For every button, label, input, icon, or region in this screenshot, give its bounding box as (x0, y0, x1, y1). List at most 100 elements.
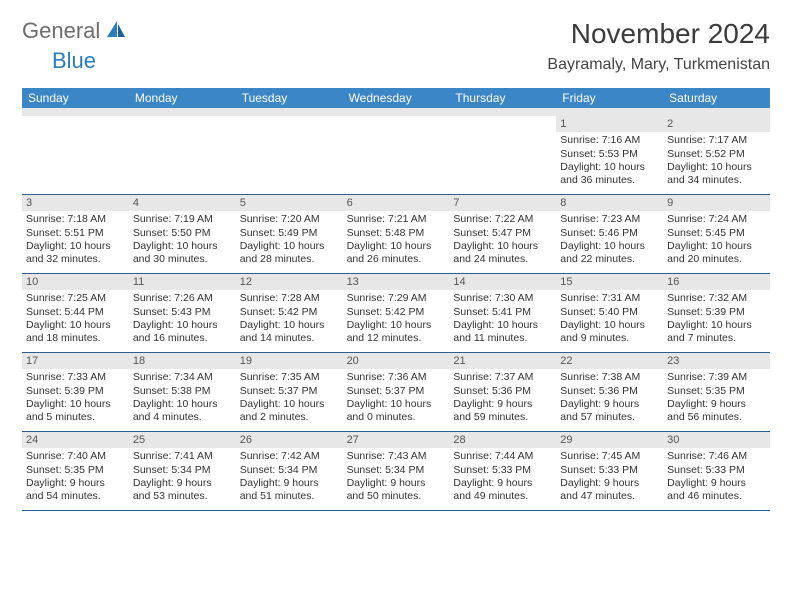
day-ss: Sunset: 5:52 PM (667, 148, 766, 161)
day-cell: 24Sunrise: 7:40 AMSunset: 5:35 PMDayligh… (22, 432, 129, 510)
spacer (22, 108, 770, 116)
day-ss: Sunset: 5:45 PM (667, 227, 766, 240)
day-sr: Sunrise: 7:29 AM (347, 292, 446, 305)
day-ss: Sunset: 5:34 PM (240, 464, 339, 477)
day-sr: Sunrise: 7:26 AM (133, 292, 232, 305)
day-dl1: Daylight: 10 hours (347, 240, 446, 253)
day-number: 1 (556, 116, 663, 132)
day-dl1: Daylight: 9 hours (560, 398, 659, 411)
day-sr: Sunrise: 7:42 AM (240, 450, 339, 463)
day-sr: Sunrise: 7:37 AM (453, 371, 552, 384)
day-dl2: and 16 minutes. (133, 332, 232, 345)
day-dl2: and 30 minutes. (133, 253, 232, 266)
day-dl1: Daylight: 10 hours (133, 398, 232, 411)
weekday-tue: Tuesday (236, 88, 343, 108)
day-number: 22 (556, 353, 663, 369)
day-dl2: and 49 minutes. (453, 490, 552, 503)
day-cell: 27Sunrise: 7:43 AMSunset: 5:34 PMDayligh… (343, 432, 450, 510)
calendar: Sunday Monday Tuesday Wednesday Thursday… (22, 88, 770, 511)
day-ss: Sunset: 5:42 PM (240, 306, 339, 319)
day-ss: Sunset: 5:39 PM (26, 385, 125, 398)
title-block: November 2024 Bayramaly, Mary, Turkmenis… (547, 18, 770, 74)
day-cell: 7Sunrise: 7:22 AMSunset: 5:47 PMDaylight… (449, 195, 556, 273)
day-ss: Sunset: 5:50 PM (133, 227, 232, 240)
day-dl2: and 4 minutes. (133, 411, 232, 424)
day-dl2: and 14 minutes. (240, 332, 339, 345)
day-cell: 22Sunrise: 7:38 AMSunset: 5:36 PMDayligh… (556, 353, 663, 431)
day-number: 4 (129, 195, 236, 211)
weekday-mon: Monday (129, 88, 236, 108)
day-sr: Sunrise: 7:19 AM (133, 213, 232, 226)
day-ss: Sunset: 5:44 PM (26, 306, 125, 319)
day-dl1: Daylight: 10 hours (133, 319, 232, 332)
day-dl2: and 20 minutes. (667, 253, 766, 266)
day-cell: 11Sunrise: 7:26 AMSunset: 5:43 PMDayligh… (129, 274, 236, 352)
day-sr: Sunrise: 7:28 AM (240, 292, 339, 305)
day-dl1: Daylight: 9 hours (26, 477, 125, 490)
day-sr: Sunrise: 7:31 AM (560, 292, 659, 305)
day-sr: Sunrise: 7:23 AM (560, 213, 659, 226)
day-dl2: and 51 minutes. (240, 490, 339, 503)
day-ss: Sunset: 5:37 PM (347, 385, 446, 398)
day-number: 10 (22, 274, 129, 290)
day-ss: Sunset: 5:49 PM (240, 227, 339, 240)
day-dl1: Daylight: 9 hours (560, 477, 659, 490)
day-cell: 3Sunrise: 7:18 AMSunset: 5:51 PMDaylight… (22, 195, 129, 273)
day-cell: 19Sunrise: 7:35 AMSunset: 5:37 PMDayligh… (236, 353, 343, 431)
day-dl2: and 32 minutes. (26, 253, 125, 266)
day-sr: Sunrise: 7:22 AM (453, 213, 552, 226)
logo-text-blue: Blue (52, 48, 96, 73)
day-number: 14 (449, 274, 556, 290)
week-row: 24Sunrise: 7:40 AMSunset: 5:35 PMDayligh… (22, 432, 770, 511)
day-cell: 1Sunrise: 7:16 AMSunset: 5:53 PMDaylight… (556, 116, 663, 194)
day-ss: Sunset: 5:34 PM (347, 464, 446, 477)
day-cell (343, 116, 450, 194)
day-cell (22, 116, 129, 194)
location: Bayramaly, Mary, Turkmenistan (547, 56, 770, 74)
month-title: November 2024 (547, 18, 770, 50)
day-dl1: Daylight: 10 hours (667, 161, 766, 174)
day-sr: Sunrise: 7:18 AM (26, 213, 125, 226)
day-dl1: Daylight: 10 hours (347, 319, 446, 332)
day-number: 23 (663, 353, 770, 369)
day-dl2: and 46 minutes. (667, 490, 766, 503)
day-cell: 17Sunrise: 7:33 AMSunset: 5:39 PMDayligh… (22, 353, 129, 431)
week-row: 1Sunrise: 7:16 AMSunset: 5:53 PMDaylight… (22, 116, 770, 195)
day-dl1: Daylight: 10 hours (560, 319, 659, 332)
weekday-wed: Wednesday (343, 88, 450, 108)
day-number: 13 (343, 274, 450, 290)
day-ss: Sunset: 5:35 PM (667, 385, 766, 398)
day-number: 2 (663, 116, 770, 132)
day-cell: 18Sunrise: 7:34 AMSunset: 5:38 PMDayligh… (129, 353, 236, 431)
day-cell: 16Sunrise: 7:32 AMSunset: 5:39 PMDayligh… (663, 274, 770, 352)
day-dl1: Daylight: 9 hours (347, 477, 446, 490)
day-cell: 28Sunrise: 7:44 AMSunset: 5:33 PMDayligh… (449, 432, 556, 510)
day-ss: Sunset: 5:53 PM (560, 148, 659, 161)
day-sr: Sunrise: 7:24 AM (667, 213, 766, 226)
day-cell: 29Sunrise: 7:45 AMSunset: 5:33 PMDayligh… (556, 432, 663, 510)
day-number: 20 (343, 353, 450, 369)
day-number: 8 (556, 195, 663, 211)
weekday-sun: Sunday (22, 88, 129, 108)
day-sr: Sunrise: 7:39 AM (667, 371, 766, 384)
weekday-header: Sunday Monday Tuesday Wednesday Thursday… (22, 88, 770, 108)
day-ss: Sunset: 5:43 PM (133, 306, 232, 319)
day-cell: 20Sunrise: 7:36 AMSunset: 5:37 PMDayligh… (343, 353, 450, 431)
day-cell: 5Sunrise: 7:20 AMSunset: 5:49 PMDaylight… (236, 195, 343, 273)
day-number: 29 (556, 432, 663, 448)
day-dl1: Daylight: 10 hours (240, 240, 339, 253)
logo: General (22, 18, 129, 44)
weeks-container: 1Sunrise: 7:16 AMSunset: 5:53 PMDaylight… (22, 116, 770, 511)
day-number: 15 (556, 274, 663, 290)
day-ss: Sunset: 5:37 PM (240, 385, 339, 398)
day-cell: 15Sunrise: 7:31 AMSunset: 5:40 PMDayligh… (556, 274, 663, 352)
day-cell: 26Sunrise: 7:42 AMSunset: 5:34 PMDayligh… (236, 432, 343, 510)
day-number: 12 (236, 274, 343, 290)
day-ss: Sunset: 5:33 PM (453, 464, 552, 477)
day-dl2: and 26 minutes. (347, 253, 446, 266)
day-cell (236, 116, 343, 194)
day-dl2: and 7 minutes. (667, 332, 766, 345)
day-ss: Sunset: 5:47 PM (453, 227, 552, 240)
day-ss: Sunset: 5:33 PM (560, 464, 659, 477)
day-number: 7 (449, 195, 556, 211)
